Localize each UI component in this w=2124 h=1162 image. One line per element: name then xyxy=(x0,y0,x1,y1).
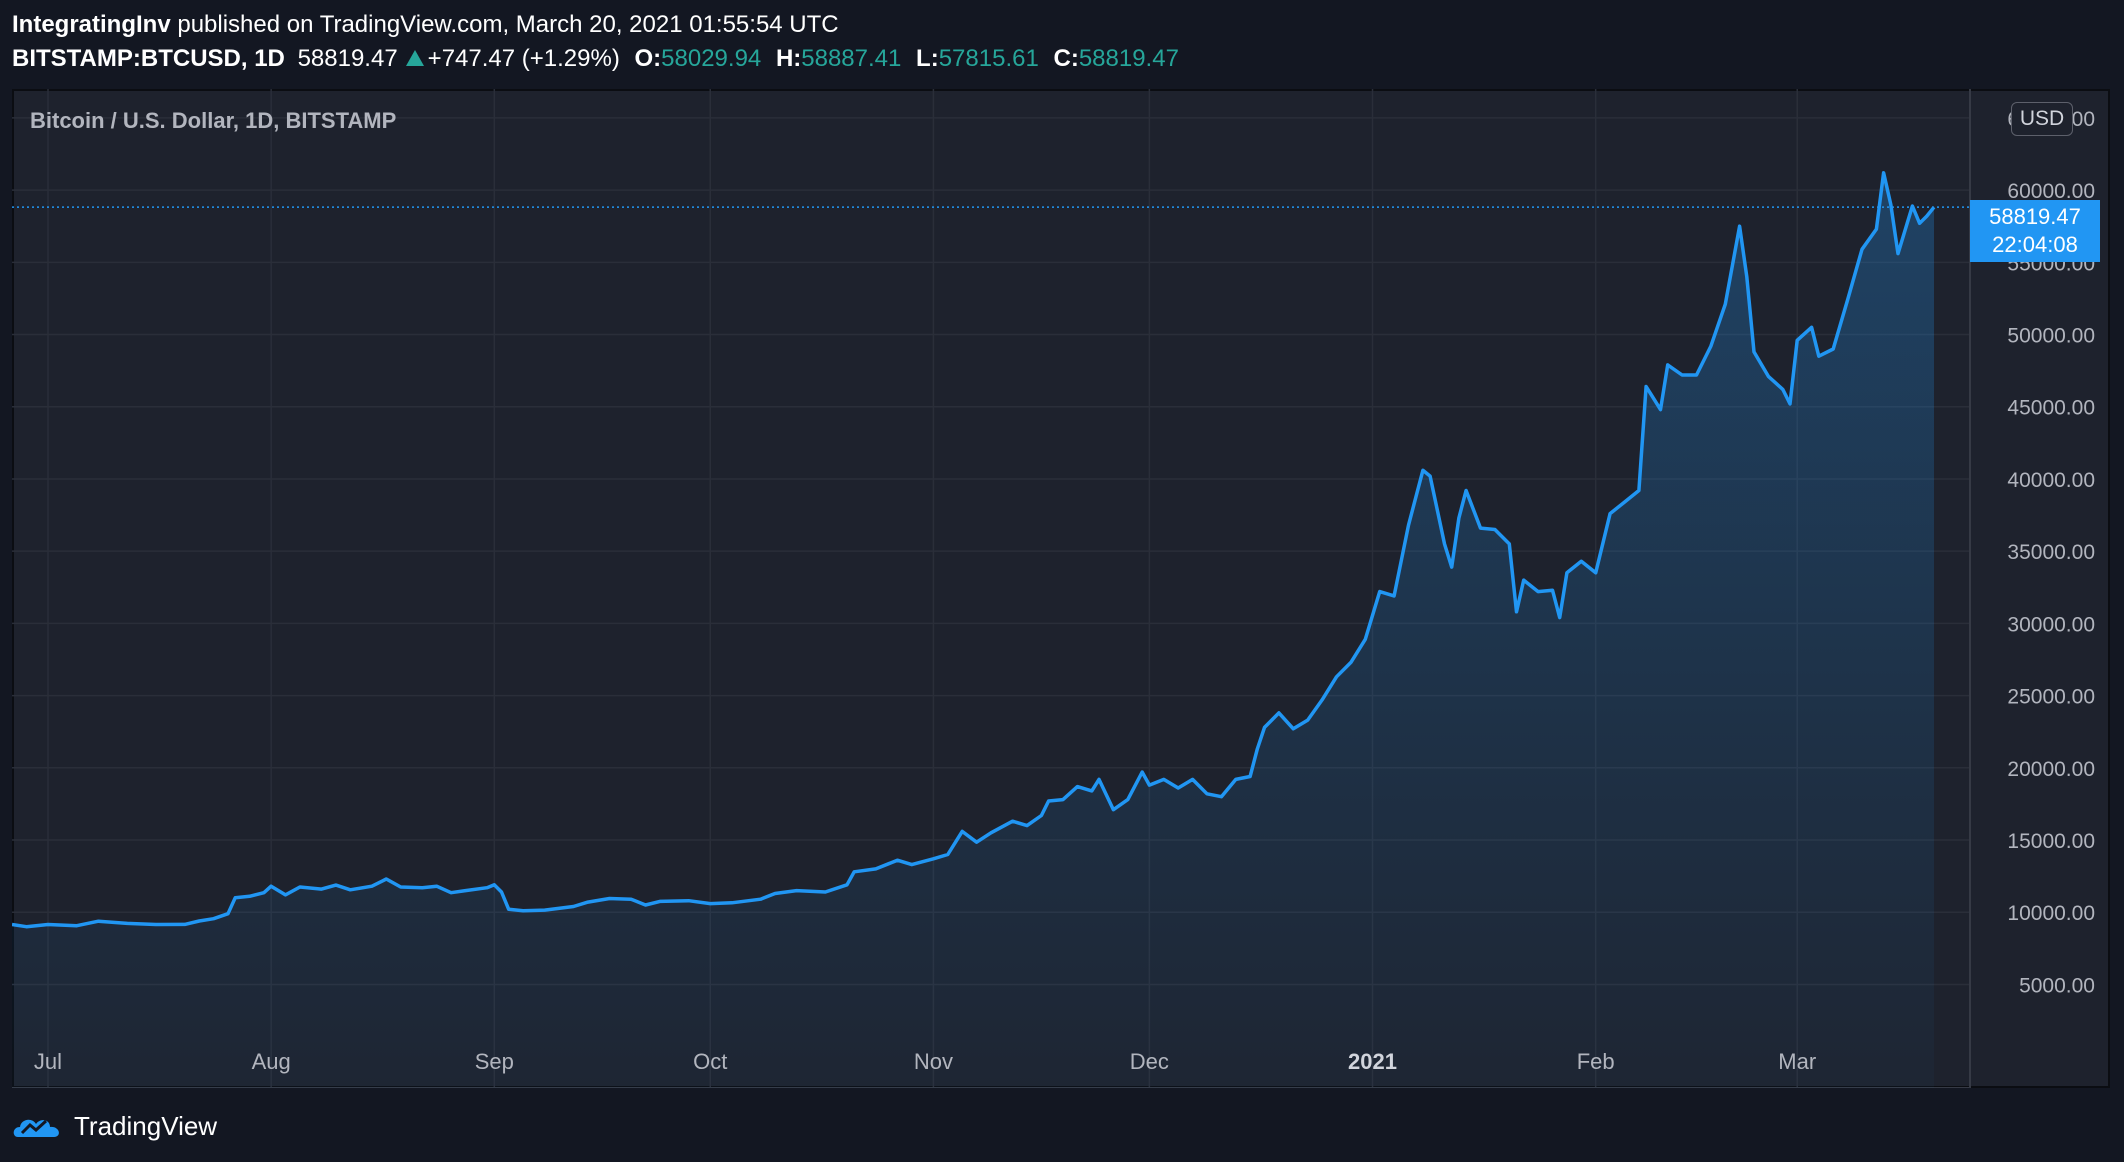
footer: TradingView xyxy=(12,1108,217,1144)
x-tick-label: Dec xyxy=(1130,1049,1169,1074)
close-label: C: xyxy=(1053,45,1079,72)
x-tick-label: Jul xyxy=(34,1049,62,1074)
low-value: 57815.61 xyxy=(938,45,1039,72)
y-tick-label: 50000.00 xyxy=(2007,325,2095,348)
close-value: 58819.47 xyxy=(1078,45,1179,72)
up-arrow-icon xyxy=(405,49,424,66)
price-area-fill xyxy=(12,172,1934,1088)
last-price: 58819.47 xyxy=(297,45,398,72)
x-tick-label: 2021 xyxy=(1348,1049,1397,1074)
y-tick-label: 40000.00 xyxy=(2007,469,2095,492)
x-tick-label: Feb xyxy=(1577,1049,1615,1074)
brand-name[interactable]: TradingView xyxy=(74,1110,218,1141)
y-tick-label: 25000.00 xyxy=(2007,686,2095,709)
chart-header: IntegratingInv published on TradingView.… xyxy=(12,8,2112,76)
chart-title: Bitcoin / U.S. Dollar, 1D, BITSTAMP xyxy=(30,108,396,133)
price-axis[interactable]: 5000.00 10000.00 15000.00 20000.00 25000.00 3… xyxy=(2007,108,2095,998)
y-tick-label: 10000.00 xyxy=(2007,902,2095,925)
open-value: 58029.94 xyxy=(661,45,762,72)
bar-countdown: 22:04:08 xyxy=(1992,232,2078,257)
price-line xyxy=(12,171,1936,929)
x-tick-label: Sep xyxy=(475,1049,514,1074)
symbol-label[interactable]: BITSTAMP:BTCUSD, 1D xyxy=(12,45,285,72)
y-tick-label: 35000.00 xyxy=(2007,541,2095,564)
y-tick-label: 30000.00 xyxy=(2007,613,2095,636)
y-tick-label: 45000.00 xyxy=(2007,397,2095,420)
time-axis[interactable]: Jul Aug Sep Oct Nov Dec 2021 Feb Mar xyxy=(34,1049,1816,1074)
price-change: +747.47 (+1.29%) xyxy=(427,45,620,72)
tradingview-logo-icon xyxy=(13,1119,59,1137)
ohlc-line: BITSTAMP:BTCUSD, 1D 58819.47 +747.47 (+1.… xyxy=(12,42,2112,76)
currency-badge[interactable]: USD xyxy=(2011,102,2073,136)
x-tick-label: Aug xyxy=(252,1049,291,1074)
high-label: H: xyxy=(775,45,802,72)
published-text: published on TradingView.com, March 20, … xyxy=(177,11,839,38)
last-price-tag: 58819.47 22:04:08 xyxy=(1970,200,2100,262)
open-label: O: xyxy=(634,45,662,72)
y-tick-label: 15000.00 xyxy=(2007,830,2095,853)
price-chart[interactable]: 5000.00 10000.00 15000.00 20000.00 25000.00 3… xyxy=(12,89,2110,1088)
x-tick-label: Nov xyxy=(914,1049,953,1074)
publish-line: IntegratingInv published on TradingView.… xyxy=(12,8,2112,42)
last-price-tag-value: 58819.47 xyxy=(1989,204,2081,229)
y-tick-label: 5000.00 xyxy=(2019,974,2095,997)
author-name[interactable]: IntegratingInv xyxy=(12,11,171,38)
x-tick-label: Oct xyxy=(693,1049,727,1074)
y-tick-label: 20000.00 xyxy=(2007,758,2095,781)
low-label: L: xyxy=(916,45,939,72)
x-tick-label: Mar xyxy=(1778,1049,1816,1074)
y-tick-label: 60000.00 xyxy=(2007,180,2095,203)
high-value: 58887.41 xyxy=(801,45,902,72)
